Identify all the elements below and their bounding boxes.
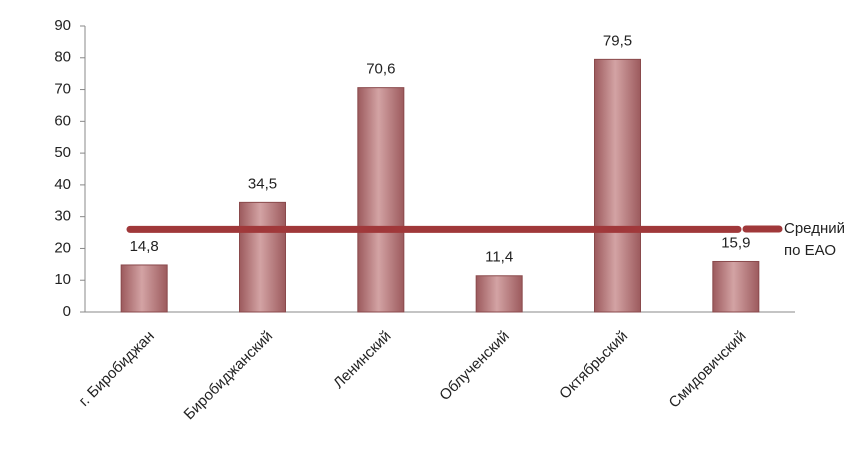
y-tick-label: 70 (54, 81, 71, 98)
bar (357, 87, 405, 313)
y-tick-label: 20 (54, 239, 71, 256)
x-tick-label: Биробиджанский (181, 328, 277, 424)
bar (120, 264, 168, 313)
value-label: 15,9 (721, 234, 750, 251)
x-tick-label: Смидовичский (666, 328, 750, 412)
y-tick-label: 10 (54, 271, 71, 288)
x-tick-label: г. Биробиджан (76, 328, 158, 410)
value-label: 34,5 (248, 175, 277, 192)
y-tick-label: 50 (54, 144, 71, 161)
x-tick-label: Ленинский (330, 328, 394, 392)
value-label: 14,8 (130, 238, 159, 255)
value-label: 70,6 (366, 61, 395, 78)
y-tick-label: 60 (54, 112, 71, 129)
legend-label: Средний по ЕАО (784, 220, 845, 259)
value-label: 79,5 (603, 32, 632, 49)
y-tick-label: 90 (54, 17, 71, 34)
y-tick-label: 40 (54, 176, 71, 193)
bar (712, 260, 760, 313)
bar (239, 201, 286, 313)
bar (594, 58, 641, 313)
y-tick-label: 30 (54, 208, 71, 225)
bar (475, 275, 523, 313)
x-tick-label: Облученский (436, 328, 512, 404)
y-tick-label: 0 (63, 303, 71, 320)
x-tick-label: Октябрьский (556, 328, 631, 403)
value-label: 11,4 (485, 249, 513, 266)
y-tick-label: 80 (54, 49, 71, 66)
